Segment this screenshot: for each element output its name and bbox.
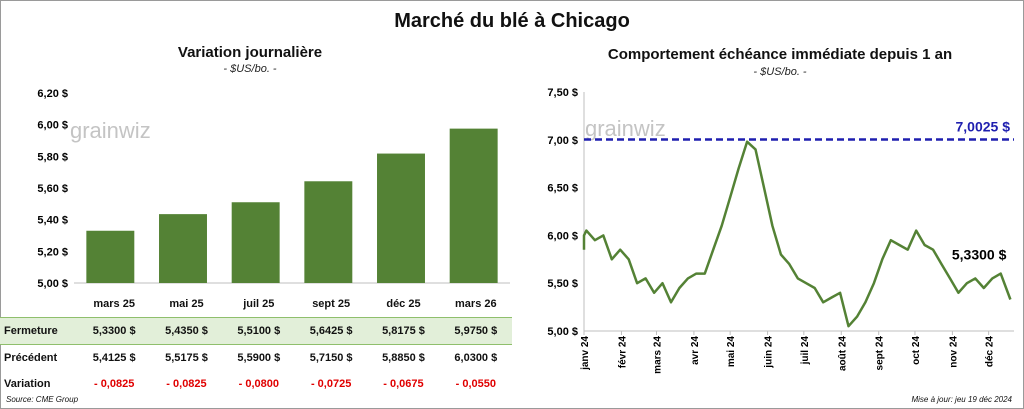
table-cell: 5,3300 $ xyxy=(78,317,151,345)
x-tick-label: août 24 xyxy=(837,336,848,371)
bar xyxy=(304,181,353,283)
bar xyxy=(231,202,280,283)
table-cell: 5,5900 $ xyxy=(237,352,281,364)
x-tick-label: mars 24 xyxy=(652,336,663,374)
table-cell: 5,4125 $ xyxy=(92,352,136,364)
x-tick-label: juil 24 xyxy=(800,336,811,366)
y-tick-label: 5,50 $ xyxy=(547,278,578,290)
left-chart-subtitle: - $US/bo. - xyxy=(223,63,277,75)
y-tick-label: 7,00 $ xyxy=(547,135,578,147)
y-tick-label: 6,20 $ xyxy=(37,88,68,100)
month-label: juil 25 xyxy=(243,298,275,310)
bar xyxy=(86,230,135,283)
table-row: Fermeture 5,3300 $ 5,4350 $ 5,5100 $ 5,6… xyxy=(0,317,512,345)
table-header-row: mars 25 mai 25 juil 25 sept 25 déc 25 ma… xyxy=(0,291,512,318)
x-tick-label: avr 24 xyxy=(690,336,701,365)
table-cell: 5,5175 $ xyxy=(165,352,208,364)
month-label: déc 25 xyxy=(386,298,421,310)
table-cell: 5,8850 $ xyxy=(382,352,425,364)
y-tick-label: 6,00 $ xyxy=(547,230,578,242)
table-cell: - 0,0800 xyxy=(238,378,279,390)
table-cell: - 0,0550 xyxy=(455,378,496,390)
y-tick-label: 5,20 $ xyxy=(37,246,68,258)
page-title: Marché du blé à Chicago xyxy=(394,10,630,32)
table-row: Variation - 0,0825 - 0,0825 - 0,0800 - 0… xyxy=(0,371,512,397)
table-cell: 5,8175 $ xyxy=(367,317,440,345)
month-label: mars 26 xyxy=(455,298,497,310)
updated-note: Mise à jour: jeu 19 déc 2024 xyxy=(911,395,1012,404)
price-line xyxy=(582,140,1012,328)
right-chart-title: Comportement échéance immédiate depuis 1… xyxy=(607,46,953,63)
table-cell: 5,4350 $ xyxy=(150,317,223,345)
watermark-logo: grainwiz xyxy=(585,116,666,141)
x-tick-label: nov 24 xyxy=(948,336,959,368)
bar xyxy=(377,153,425,283)
line-chart: grainwiz 5,00 $ 5,50 $ 6,00 $ 6,50 $ 7,00 $ 7… xyxy=(547,87,1014,374)
x-tick-label: févr 24 xyxy=(617,336,628,369)
watermark-logo: grainwiz xyxy=(70,118,151,143)
x-tick-label: oct 24 xyxy=(911,336,922,365)
x-tick-label: sept 24 xyxy=(875,336,886,371)
table-cell: - 0,0825 xyxy=(166,378,207,390)
table-cell: 5,6425 $ xyxy=(294,317,368,345)
left-chart-title: Variation journalière xyxy=(177,44,323,61)
table-cell: - 0,0725 xyxy=(310,378,352,390)
table-cell: 5,5100 $ xyxy=(222,317,295,345)
row-label: Précédent xyxy=(4,352,58,364)
y-tick-label: 6,50 $ xyxy=(547,183,578,195)
row-label: Variation xyxy=(4,378,51,390)
y-tick-label: 6,00 $ xyxy=(37,120,68,132)
bar xyxy=(449,128,498,283)
table-cell: - 0,0675 xyxy=(383,378,424,390)
right-chart-subtitle: - $US/bo. - xyxy=(753,66,807,78)
table-cell: - 0,0825 xyxy=(93,378,135,390)
y-tick-label: 5,80 $ xyxy=(37,151,68,163)
last-price-label: 5,3300 $ xyxy=(952,246,1007,262)
y-tick-label: 5,40 $ xyxy=(37,215,68,227)
x-tick-label: déc 24 xyxy=(985,336,996,368)
x-tick-label: janv 24 xyxy=(580,336,591,371)
y-tick-label: 5,60 $ xyxy=(37,183,68,195)
bar-chart: grainwiz 5,00 $ 5,20 $ 5,40 $ 5,60 $ 5,80 $ 6… xyxy=(37,88,510,290)
table-row: Précédent 5,4125 $ 5,5175 $ 5,5900 $ 5,7… xyxy=(0,345,512,372)
source-note: Source: CME Group xyxy=(6,395,79,404)
table-cell: 5,7150 $ xyxy=(309,352,353,364)
y-tick-label: 7,50 $ xyxy=(547,87,578,99)
month-label: sept 25 xyxy=(312,298,351,310)
prices-table: mars 25 mai 25 juil 25 sept 25 déc 25 ma… xyxy=(0,291,512,397)
y-tick-label: 5,00 $ xyxy=(547,326,578,338)
header-spacer xyxy=(0,291,78,318)
table-cell: 6,0300 $ xyxy=(454,352,498,364)
month-label: mai 25 xyxy=(169,298,204,310)
x-tick-label: juin 24 xyxy=(764,336,775,369)
month-label: mars 25 xyxy=(93,298,135,310)
row-label: Fermeture xyxy=(0,317,78,345)
bar xyxy=(159,214,207,283)
x-tick-label: mai 24 xyxy=(726,336,737,368)
table-cell: 5,9750 $ xyxy=(439,317,512,345)
reference-label: 7,0025 $ xyxy=(956,119,1011,135)
y-tick-label: 5,00 $ xyxy=(37,278,68,290)
